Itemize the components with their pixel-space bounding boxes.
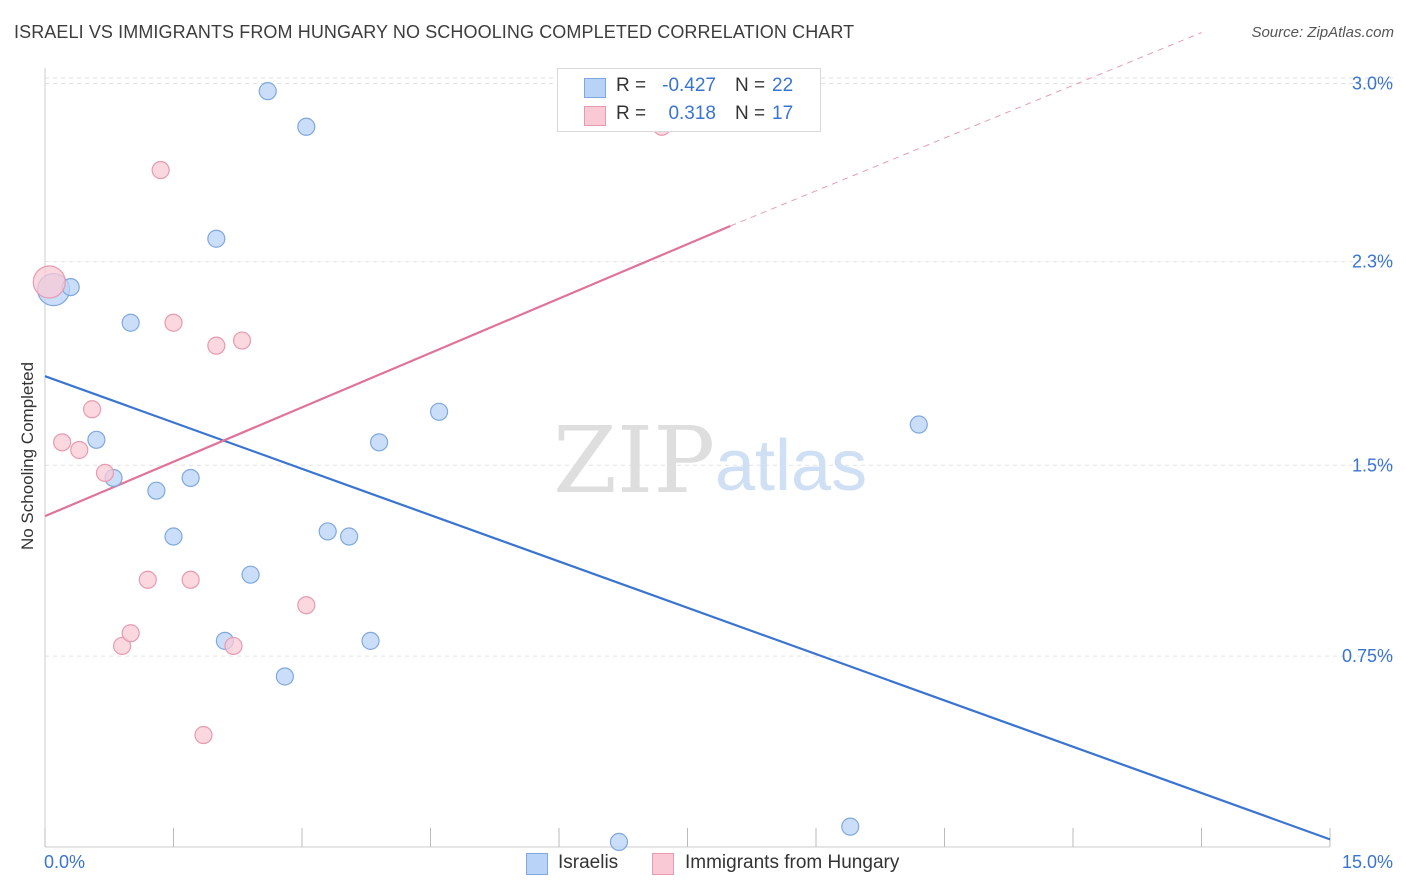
trend-line-dashed-1 <box>730 32 1202 227</box>
legend-swatch-hungary <box>652 853 674 875</box>
point-hungary-8 <box>151 160 170 180</box>
point-hungary-10 <box>181 570 200 589</box>
trend-line-1 <box>44 225 731 518</box>
point-hungary-6 <box>121 624 140 643</box>
point-hungary-0 <box>32 265 66 299</box>
point-israelis-12 <box>275 667 294 686</box>
y-tick-label-1: 1.5% <box>1352 455 1393 475</box>
point-israelis-13 <box>297 117 316 136</box>
r-value: -0.427 <box>662 75 716 96</box>
chart-title: ISRAELI VS IMMIGRANTS FROM HUNGARY NO SC… <box>14 22 855 42</box>
point-israelis-4 <box>121 313 140 332</box>
point-hungary-2 <box>70 440 89 460</box>
point-israelis-11 <box>258 82 277 101</box>
point-israelis-21 <box>909 415 928 434</box>
r-label: R = <box>616 103 647 124</box>
point-hungary-15 <box>297 596 316 615</box>
source-credit: Source: ZipAtlas.com <box>1251 24 1394 41</box>
point-hungary-3 <box>83 400 102 419</box>
point-israelis-18 <box>429 402 449 421</box>
point-israelis-7 <box>181 468 200 488</box>
point-hungary-4 <box>95 463 115 482</box>
y-tick-label-2: 2.3% <box>1352 252 1393 272</box>
point-israelis-19 <box>609 832 629 852</box>
stats-row-israelis: R = -0.427 N = 22 <box>558 72 820 100</box>
point-israelis-20 <box>841 817 860 836</box>
stats-box: R = -0.427 N = 22 R = 0.318 N = 17 <box>557 68 821 132</box>
point-israelis-2 <box>87 430 106 449</box>
r-label: R = <box>616 75 647 96</box>
watermark-atlas: atlas <box>715 426 867 506</box>
point-hungary-5 <box>112 636 132 656</box>
y-tick-label-0: 0.75% <box>1342 646 1393 666</box>
point-israelis-5 <box>147 481 166 500</box>
legend-swatch-israelis <box>526 853 548 875</box>
n-label: N = <box>735 103 766 124</box>
x-tick-label-min: 0.0% <box>44 852 86 872</box>
point-hungary-12 <box>207 336 226 355</box>
stats-row-hungary: R = 0.318 N = 17 <box>558 100 820 128</box>
stats-swatch-israelis <box>584 78 606 98</box>
stats-swatch-hungary <box>584 106 606 126</box>
point-hungary-14 <box>232 331 252 350</box>
trend-line-0 <box>44 375 1331 841</box>
n-label: N = <box>735 75 766 96</box>
point-hungary-7 <box>138 570 157 589</box>
point-israelis-16 <box>361 631 380 650</box>
point-hungary-9 <box>164 313 183 332</box>
point-hungary-11 <box>194 725 213 745</box>
point-israelis-17 <box>370 433 389 452</box>
n-value: 22 <box>772 75 794 96</box>
legend-label-israelis: Israelis <box>558 852 619 873</box>
point-israelis-10 <box>241 565 260 584</box>
r-value: 0.318 <box>668 103 716 124</box>
legend-label-hungary: Immigrants from Hungary <box>685 852 900 873</box>
watermark-zip: ZIP <box>553 407 715 514</box>
x-tick-label-max: 15.0% <box>1341 852 1393 872</box>
point-hungary-1 <box>53 433 72 452</box>
point-israelis-8 <box>207 229 226 248</box>
point-hungary-13 <box>224 636 243 656</box>
point-israelis-6 <box>164 527 183 546</box>
watermark: ZIP atlas <box>553 407 867 514</box>
n-value: 17 <box>772 103 794 124</box>
y-tick-labels: 0.75% 1.5% 2.3% 3.0% <box>1342 74 1393 667</box>
trend-lines <box>44 32 1331 841</box>
point-israelis-15 <box>340 527 359 546</box>
y-tick-label-3: 3.0% <box>1352 74 1393 94</box>
axes <box>44 68 1331 848</box>
point-israelis-14 <box>318 522 337 541</box>
